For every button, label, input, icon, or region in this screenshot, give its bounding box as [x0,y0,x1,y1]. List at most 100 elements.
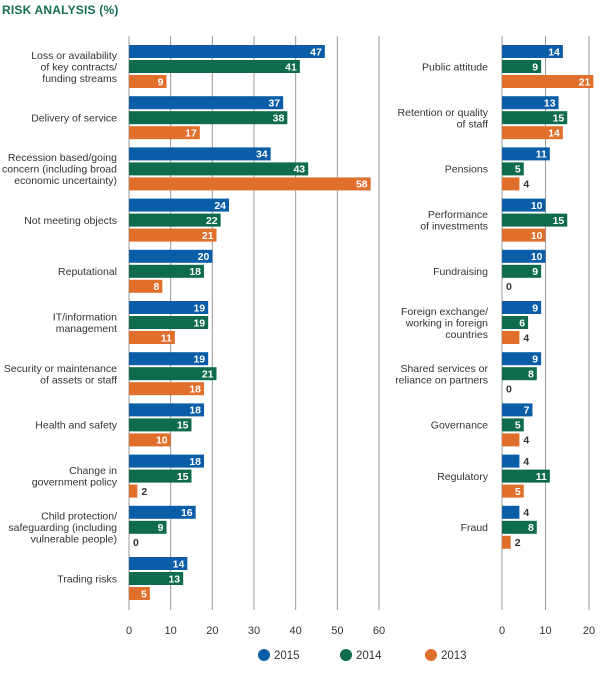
bar-value-label: 21 [579,76,591,88]
bar-2013 [502,228,546,242]
bar-value-label: 37 [268,98,280,110]
bar-value-label: 2 [515,537,521,549]
bar-value-label: 5 [515,420,521,432]
bar-value-label: 58 [356,179,368,191]
category-label: Health and safety [35,420,117,432]
bar-2013 [502,177,520,191]
bar-value-label: 19 [193,354,205,366]
bar-2014 [129,316,209,329]
bar-value-label: 5 [515,486,521,498]
bar-value-label: 10 [531,230,543,242]
category-label: Security or maintenance of assets or staf… [4,363,117,387]
bar-value-label: 41 [285,61,297,73]
bar-2013 [129,75,167,88]
bar-2014 [129,418,192,432]
bar-value-label: 4 [523,456,529,468]
bar-2014 [502,213,568,227]
bar-value-label: 15 [553,215,565,227]
bar-2014 [502,316,529,329]
bar-2014 [129,162,309,176]
bar-value-label: 0 [506,281,512,293]
bar-value-label: 16 [181,507,193,519]
bar-value-label: 4 [523,332,529,344]
bar-value-label: 21 [202,369,214,381]
category-label: Fraud [461,522,489,534]
bar-2014 [502,60,542,73]
bar-2013 [502,433,520,447]
bar-value-label: 9 [532,354,538,366]
bar-2015 [129,301,209,314]
bar-value-label: 17 [185,128,197,140]
bar-value-label: 6 [519,317,525,329]
category-label: Foreign exchange/working in foreign count… [401,306,488,341]
bar-value-label: 11 [536,149,547,161]
bar-value-label: 14 [173,558,185,570]
bar-2014 [502,264,542,278]
bar-value-label: 10 [156,435,168,447]
bar-value-label: 5 [141,588,147,600]
bar-2015 [129,96,284,110]
x-tick-label: 40 [290,625,302,637]
bar-2014 [502,367,537,381]
bar-2013 [502,126,563,140]
x-tick-label: 0 [126,625,132,637]
bar-value-label: 9 [158,522,164,534]
bar-value-label: 5 [515,164,521,176]
bar-2015 [502,198,546,212]
bar-value-label: 15 [177,420,189,432]
bar-value-label: 4 [523,179,529,191]
bar-value-label: 9 [158,76,164,88]
bar-2015 [129,147,271,161]
bar-2013 [129,331,175,344]
bar-2015 [129,249,213,263]
bar-2014 [129,213,221,227]
bar-value-label: 18 [189,266,201,278]
bar-2013 [129,228,217,242]
category-label: Regulatory [437,471,489,483]
bar-2015 [502,454,520,468]
bar-value-label: 4 [523,435,529,447]
category-label: Public attitude [422,61,488,73]
x-tick-label: 10 [539,625,551,637]
page-title: RISK ANALYSIS (%) [2,3,119,17]
bar-value-label: 10 [531,251,543,263]
category-label: Loss or availability of key contracts/fun… [31,50,118,85]
bar-2013 [129,382,204,396]
bar-value-label: 43 [293,164,305,176]
bar-2014 [129,469,192,483]
bar-2014 [502,162,524,176]
bar-2015 [129,45,325,58]
legend-label-2015: 2015 [274,650,300,662]
x-tick-label: 20 [583,625,595,637]
bar-2015 [502,505,520,519]
bar-2013 [129,279,163,293]
bar-value-label: 10 [531,200,543,212]
bar-value-label: 18 [189,456,201,468]
bar-2014 [502,520,537,534]
bar-2013 [129,126,200,140]
bar-value-label: 34 [256,149,268,161]
bar-2015 [129,454,204,468]
bar-value-label: 11 [161,332,172,344]
bar-value-label: 8 [153,281,159,293]
category-label: Trading risks [57,573,117,585]
bar-value-label: 18 [189,405,201,417]
bar-value-label: 18 [189,384,201,396]
bar-2013 [129,433,171,447]
bar-2013 [502,75,594,88]
category-label: Shared services or reliance on partners [395,363,488,387]
category-label: Performance of investments [420,209,488,233]
bar-value-label: 0 [506,384,512,396]
bar-2013 [129,484,138,498]
legend-label-2013: 2013 [441,650,467,662]
bar-value-label: 8 [528,522,534,534]
bar-value-label: 9 [532,266,538,278]
category-label: Pensions [445,164,488,176]
bar-2013 [129,177,371,191]
bar-2014 [129,111,288,125]
bar-2014 [129,367,217,381]
bar-value-label: 21 [202,230,214,242]
bar-value-label: 0 [133,537,139,549]
x-tick-label: 50 [331,625,343,637]
bar-2013 [502,484,524,498]
